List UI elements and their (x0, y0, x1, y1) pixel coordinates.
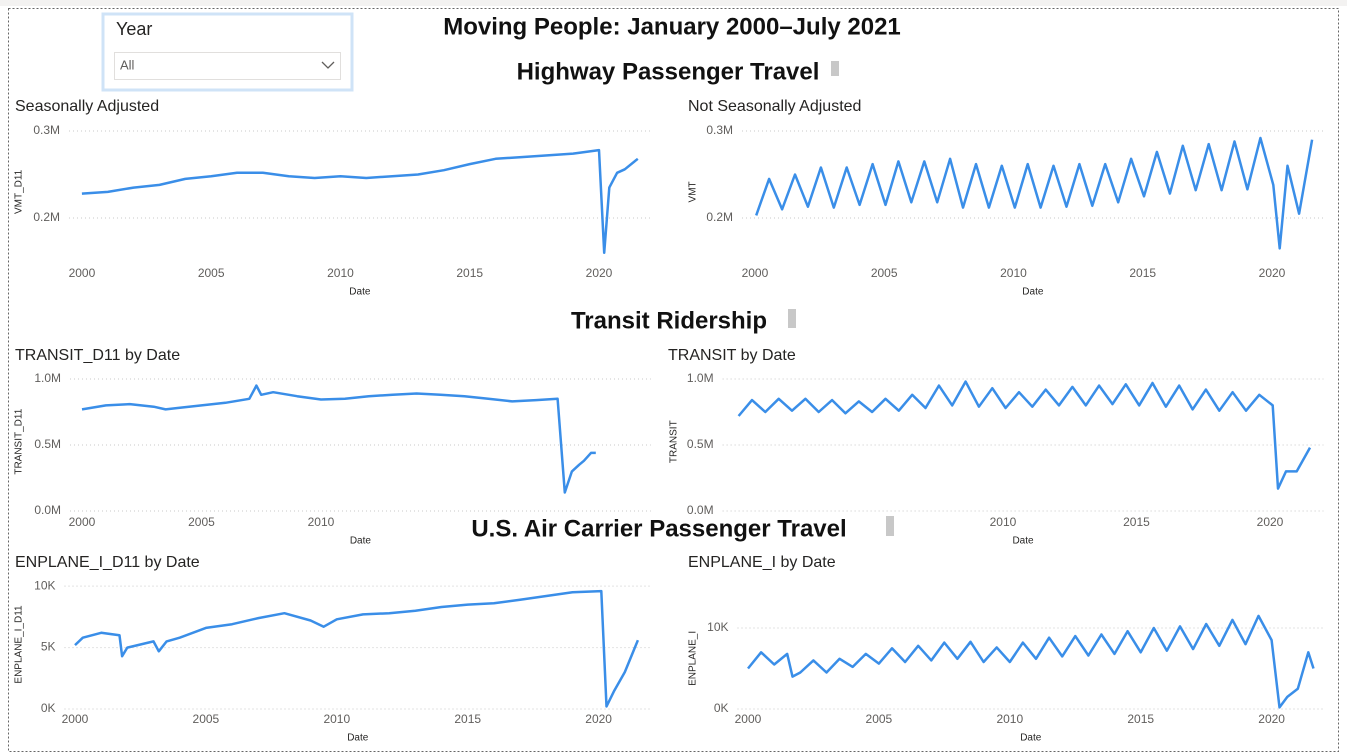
y-tick-label: 1.0M (687, 371, 714, 385)
x-tick-label: 2005 (871, 266, 898, 280)
ribbon (0, 0, 1347, 6)
x-tick-label: 2000 (742, 266, 769, 280)
section-title: U.S. Air Carrier Passenger Travel (471, 515, 846, 542)
chart[interactable]: Seasonally Adjusted 0.2M 0.3M 2000 2005 2010 2… (14, 98, 651, 298)
y-tick-label: 0K (41, 701, 56, 715)
x-tick-label: 2010 (1000, 266, 1027, 280)
dropdown-value: All (120, 57, 135, 72)
x-tick-label: 2015 (1129, 266, 1156, 280)
section-title: Highway Passenger Travel (517, 58, 820, 85)
x-tick-label: 2000 (62, 712, 89, 726)
x-tick-label: 2020 (1259, 266, 1286, 280)
x-tick-label: 2010 (990, 515, 1017, 529)
y-axis-label: ENPLANE_I (688, 631, 699, 686)
y-tick-label: 0.5M (687, 437, 714, 451)
x-tick-label: 2010 (327, 266, 354, 280)
x-tick-label: 2010 (323, 712, 350, 726)
y-axis-label: VMT (688, 181, 699, 202)
y-tick-label: 0K (714, 701, 729, 715)
y-tick-label: 0.0M (687, 503, 714, 517)
data-line (755, 136, 1314, 250)
section-marker (788, 309, 796, 328)
y-axis-label: TRANSIT (669, 420, 680, 463)
x-axis-label: Date (1022, 287, 1044, 298)
x-tick-label: 2005 (866, 712, 893, 726)
x-tick-label: 2020 (1258, 712, 1285, 726)
data-line (737, 380, 1312, 490)
chart[interactable]: TRANSIT by Date 0.0M 0.5M 1.0M 2010 2015 2020 D… (668, 347, 1324, 547)
chart[interactable]: ENPLANE_I_D11 by Date 0K 5K 10K 2000 2005 2010… (14, 554, 651, 744)
chart-title: TRANSIT_D11 by Date (15, 347, 180, 364)
x-tick-label: 2000 (735, 712, 762, 726)
x-tick-label: 2005 (198, 266, 225, 280)
chart-title: Not Seasonally Adjusted (688, 98, 861, 115)
data-line (74, 589, 640, 708)
x-tick-label: 2010 (308, 515, 335, 529)
section-marker (831, 61, 839, 76)
chart[interactable]: TRANSIT_D11 by Date 0.0M 0.5M 1.0M 2000 2005 2… (14, 347, 651, 547)
chart[interactable]: Not Seasonally Adjusted 0.2M 0.3M 2000 2005 2… (688, 98, 1324, 298)
x-tick-label: 2015 (1127, 712, 1154, 726)
x-tick-label: 2015 (456, 266, 483, 280)
chart-title: ENPLANE_I by Date (688, 554, 836, 571)
y-tick-label: 5K (41, 640, 56, 654)
y-tick-label: 0.5M (34, 437, 61, 451)
x-axis-label: Date (350, 536, 372, 547)
y-axis-label: VMT_D11 (14, 169, 25, 214)
chart[interactable]: ENPLANE_I by Date 0K 10K 2000 2005 2010 2015 20… (688, 554, 1324, 744)
x-tick-label: 2005 (193, 712, 220, 726)
x-tick-label: 2010 (996, 712, 1023, 726)
chart-title: Seasonally Adjusted (15, 98, 159, 115)
y-tick-label: 10K (34, 578, 55, 592)
x-axis-label: Date (349, 287, 371, 298)
y-tick-label: 1.0M (34, 371, 61, 385)
slicer[interactable]: Year All (101, 12, 354, 92)
report-title: Moving People: January 2000–July 2021 (443, 13, 901, 40)
section-marker (886, 516, 894, 536)
x-tick-label: 2005 (188, 515, 215, 529)
x-tick-label: 2000 (69, 515, 96, 529)
y-tick-label: 0.3M (33, 123, 60, 137)
data-line (81, 384, 596, 494)
dropdown[interactable] (114, 52, 341, 80)
x-axis-label: Date (1012, 536, 1034, 547)
x-axis-label: Date (347, 733, 369, 744)
data-line (81, 148, 639, 255)
section-title: Transit Ridership (571, 307, 767, 334)
y-tick-label: 0.2M (706, 210, 733, 224)
x-axis-label: Date (1020, 733, 1042, 744)
x-tick-label: 2015 (454, 712, 481, 726)
y-axis-label: ENPLANE_I_D11 (14, 605, 25, 684)
slicer-label: Year (116, 19, 152, 39)
report-border (8, 8, 1339, 752)
x-tick-label: 2000 (69, 266, 96, 280)
y-tick-label: 0.2M (33, 210, 60, 224)
chart-title: ENPLANE_I_D11 by Date (15, 554, 200, 571)
x-tick-label: 2015 (1123, 515, 1150, 529)
x-tick-label: 2020 (1257, 515, 1284, 529)
chart-title: TRANSIT by Date (668, 347, 796, 364)
y-tick-label: 10K (707, 620, 728, 634)
y-axis-label: TRANSIT_D11 (14, 408, 25, 474)
data-line (747, 614, 1315, 709)
x-tick-label: 2020 (586, 266, 613, 280)
y-tick-label: 0.3M (706, 123, 733, 137)
x-tick-label: 2020 (585, 712, 612, 726)
y-tick-label: 0.0M (34, 503, 61, 517)
chevron (321, 61, 335, 69)
